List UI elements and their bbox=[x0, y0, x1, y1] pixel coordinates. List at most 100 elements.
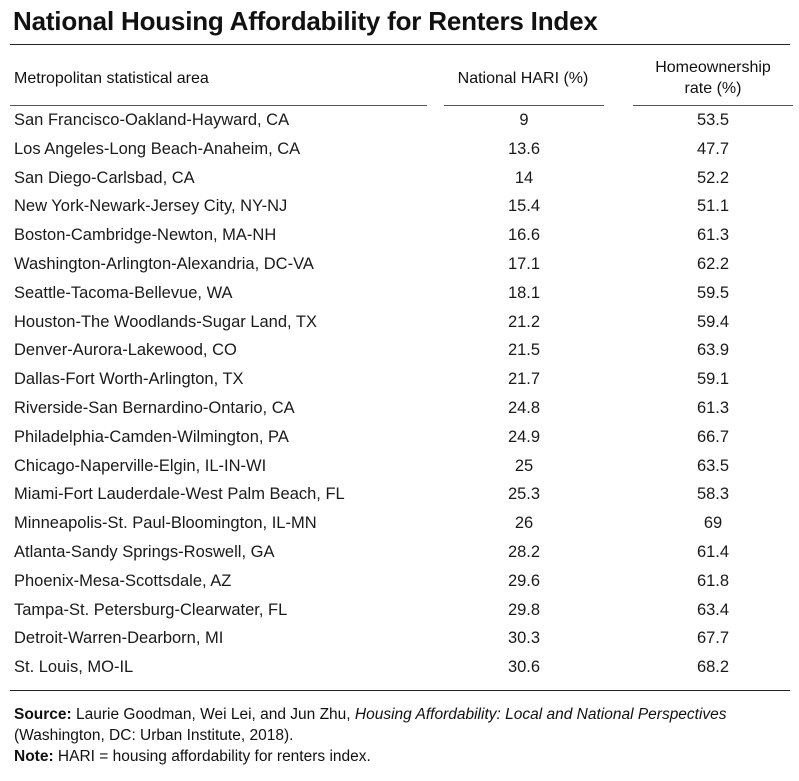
table-row: Denver-Aurora-Lakewood, CO 21.5 63.9 bbox=[0, 337, 799, 366]
cell-msa: Philadelphia-Camden-Wilmington, PA bbox=[14, 427, 289, 446]
cell-homeownership: 59.4 bbox=[696, 312, 730, 331]
cell-homeownership: 63.9 bbox=[696, 341, 730, 360]
cell-homeownership: 52.2 bbox=[696, 168, 730, 187]
title-rule bbox=[10, 44, 790, 45]
note-label: Note: bbox=[14, 748, 54, 765]
cell-homeownership: 67.7 bbox=[696, 629, 730, 648]
cell-msa: Chicago-Naperville-Elgin, IL-IN-WI bbox=[14, 456, 267, 475]
source-publisher: (Washington, DC: Urban Institute, 2018). bbox=[14, 727, 294, 744]
table-row: Tampa-St. Petersburg-Clearwater, FL 29.8 6… bbox=[0, 597, 799, 626]
cell-msa: Miami-Fort Lauderdale-West Palm Beach, F… bbox=[14, 485, 345, 504]
cell-hari: 14 bbox=[514, 168, 534, 187]
cell-hari: 24.8 bbox=[507, 398, 541, 417]
table-row: Seattle-Tacoma-Bellevue, WA 18.1 59.5 bbox=[0, 280, 799, 309]
note-line: Note: HARI = housing affordability for r… bbox=[14, 746, 784, 767]
table-row: New York-Newark-Jersey City, NY-NJ 15.4 51… bbox=[0, 193, 799, 222]
cell-msa: New York-Newark-Jersey City, NY-NJ bbox=[14, 197, 288, 216]
cell-msa: Denver-Aurora-Lakewood, CO bbox=[14, 341, 237, 360]
table-row: San Diego-Carlsbad, CA 14 52.2 bbox=[0, 165, 799, 194]
cell-hari: 25 bbox=[514, 456, 534, 475]
cell-homeownership: 63.4 bbox=[696, 600, 730, 619]
header-rule-homeownership bbox=[633, 105, 793, 106]
cell-msa: Los Angeles-Long Beach-Anaheim, CA bbox=[14, 139, 301, 158]
cell-msa: Atlanta-Sandy Springs-Roswell, GA bbox=[14, 542, 275, 561]
cell-homeownership: 47.7 bbox=[696, 139, 730, 158]
cell-msa: Minneapolis-St. Paul-Bloomington, IL-MN bbox=[14, 514, 317, 533]
cell-homeownership: 61.3 bbox=[696, 398, 730, 417]
cell-msa: San Diego-Carlsbad, CA bbox=[14, 168, 195, 187]
source-authors: Laurie Goodman, Wei Lei, and Jun Zhu, bbox=[76, 706, 351, 723]
source-label: Source: bbox=[14, 706, 72, 723]
cell-homeownership: 53.5 bbox=[696, 111, 730, 129]
cell-hari: 28.2 bbox=[507, 542, 541, 561]
cell-homeownership: 68.2 bbox=[696, 658, 730, 677]
header-hari: National HARI (%) bbox=[457, 70, 589, 87]
page-title: National Housing Affordability for Rente… bbox=[13, 6, 598, 36]
table-row: Minneapolis-St. Paul-Bloomington, IL-MN 2… bbox=[0, 510, 799, 539]
cell-msa: Houston-The Woodlands-Sugar Land, TX bbox=[14, 312, 317, 331]
cell-hari: 29.8 bbox=[507, 600, 541, 619]
table-row: San Francisco-Oakland-Hayward, CA 9 53.5 bbox=[0, 107, 799, 136]
cell-msa: Seattle-Tacoma-Bellevue, WA bbox=[14, 283, 233, 302]
cell-homeownership: 61.4 bbox=[696, 542, 730, 561]
cell-hari: 17.1 bbox=[507, 254, 541, 273]
cell-homeownership: 58.3 bbox=[696, 485, 730, 504]
table-row: Atlanta-Sandy Springs-Roswell, GA 28.2 61.… bbox=[0, 539, 799, 568]
cell-homeownership: 51.1 bbox=[696, 197, 730, 216]
cell-homeownership: 63.5 bbox=[696, 456, 730, 475]
header-homeownership-line1: Homeownership bbox=[655, 59, 771, 76]
source-line: Source: Laurie Goodman, Wei Lei, and Jun… bbox=[14, 704, 784, 746]
cell-msa: Tampa-St. Petersburg-Clearwater, FL bbox=[14, 600, 288, 619]
table-row: Philadelphia-Camden-Wilmington, PA 24.9 66… bbox=[0, 424, 799, 453]
cell-homeownership: 59.1 bbox=[696, 370, 730, 389]
cell-hari: 25.3 bbox=[507, 485, 541, 504]
table-row: Dallas-Fort Worth-Arlington, TX 21.7 59.1 bbox=[0, 366, 799, 395]
cell-msa: Boston-Cambridge-Newton, MA-NH bbox=[14, 226, 277, 245]
cell-hari: 21.2 bbox=[507, 312, 541, 331]
header-rule-msa bbox=[10, 105, 427, 106]
header-homeownership: Homeownership rate (%) bbox=[633, 57, 793, 99]
source-title: Housing Affordability: Local and Nationa… bbox=[354, 706, 727, 723]
cell-msa: San Francisco-Oakland-Hayward, CA bbox=[14, 111, 290, 129]
cell-msa: Detroit-Warren-Dearborn, MI bbox=[14, 629, 224, 648]
cell-hari: 15.4 bbox=[507, 197, 541, 216]
note-text: HARI = housing affordability for renters… bbox=[57, 748, 371, 765]
cell-msa: St. Louis, MO-IL bbox=[14, 658, 134, 677]
table-row: Chicago-Naperville-Elgin, IL-IN-WI 25 63.5 bbox=[0, 453, 799, 482]
table-header-row: Metropolitan statistical area National H… bbox=[0, 54, 799, 106]
cell-hari: 18.1 bbox=[507, 283, 541, 302]
header-homeownership-line2: rate (%) bbox=[684, 80, 742, 97]
table-bottom-rule bbox=[10, 690, 790, 691]
cell-hari: 29.6 bbox=[507, 571, 541, 590]
cell-hari: 21.5 bbox=[507, 341, 541, 360]
table-row: Boston-Cambridge-Newton, MA-NH 16.6 61.3 bbox=[0, 222, 799, 251]
cell-msa: Riverside-San Bernardino-Ontario, CA bbox=[14, 398, 295, 417]
table-row: St. Louis, MO-IL 30.6 68.2 bbox=[0, 654, 799, 683]
cell-msa: Phoenix-Mesa-Scottsdale, AZ bbox=[14, 571, 232, 590]
table-body: San Francisco-Oakland-Hayward, CA 9 53.5 Lo… bbox=[0, 107, 799, 683]
table-row: Miami-Fort Lauderdale-West Palm Beach, F… bbox=[0, 481, 799, 510]
footer-notes: Source: Laurie Goodman, Wei Lei, and Jun… bbox=[14, 704, 784, 767]
cell-hari: 30.3 bbox=[507, 629, 541, 648]
cell-hari: 21.7 bbox=[507, 370, 541, 389]
table-row: Phoenix-Mesa-Scottsdale, AZ 29.6 61.8 bbox=[0, 568, 799, 597]
header-msa: Metropolitan statistical area bbox=[14, 70, 209, 87]
cell-hari: 30.6 bbox=[507, 658, 541, 677]
cell-homeownership: 62.2 bbox=[696, 254, 730, 273]
cell-hari: 9 bbox=[519, 111, 529, 129]
cell-msa: Washington-Arlington-Alexandria, DC-VA bbox=[14, 254, 314, 273]
cell-hari: 13.6 bbox=[507, 139, 541, 158]
cell-homeownership: 61.3 bbox=[696, 226, 730, 245]
cell-homeownership: 61.8 bbox=[696, 571, 730, 590]
cell-hari: 24.9 bbox=[507, 427, 541, 446]
cell-homeownership: 66.7 bbox=[696, 427, 730, 446]
table-row: Washington-Arlington-Alexandria, DC-VA 17… bbox=[0, 251, 799, 280]
table-row: Los Angeles-Long Beach-Anaheim, CA 13.6 47… bbox=[0, 136, 799, 165]
table-row: Detroit-Warren-Dearborn, MI 30.3 67.7 bbox=[0, 625, 799, 654]
cell-hari: 26 bbox=[514, 514, 534, 533]
cell-hari: 16.6 bbox=[507, 226, 541, 245]
table-row: Riverside-San Bernardino-Ontario, CA 24.8… bbox=[0, 395, 799, 424]
table-row: Houston-The Woodlands-Sugar Land, TX 21.2… bbox=[0, 309, 799, 338]
header-rule-hari bbox=[444, 105, 604, 106]
